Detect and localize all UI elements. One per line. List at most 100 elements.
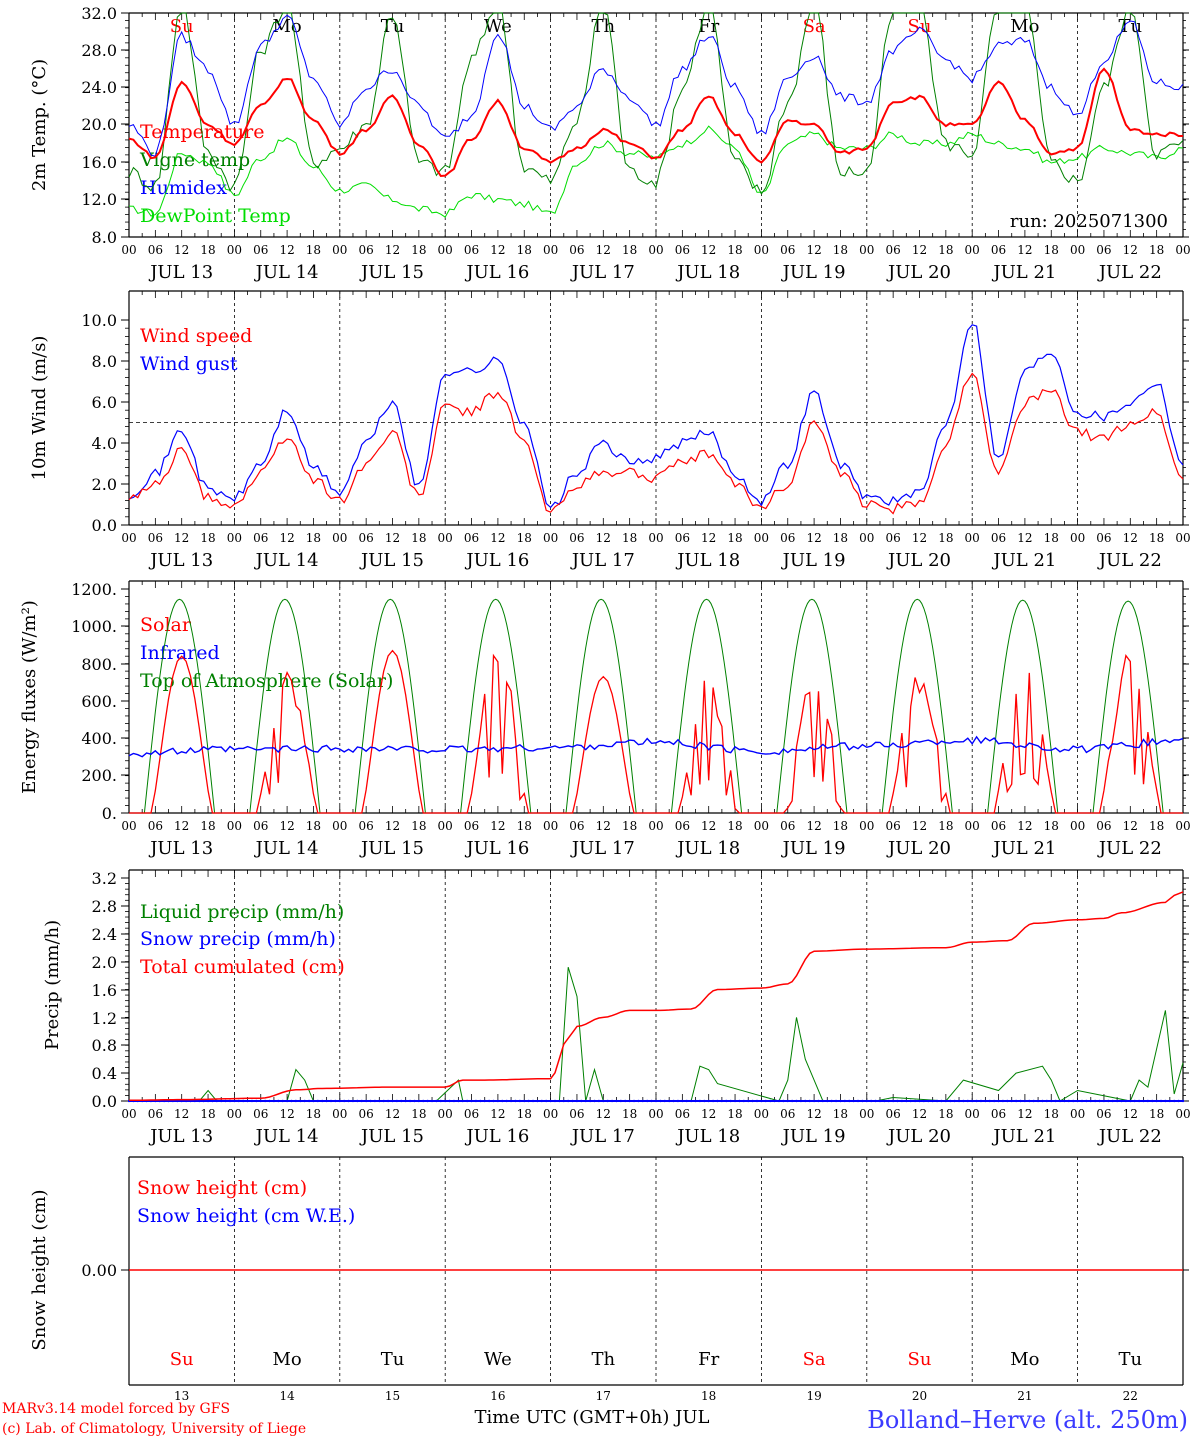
x-hour-tick-label: 00 [754,1107,769,1121]
y-tick-label: 1.2 [92,1009,117,1028]
x-hour-tick-label: 18 [200,1107,215,1121]
x-hour-tick-label: 00 [754,531,769,545]
snow-precip-point [922,1099,926,1103]
snow-precip-point [856,1099,860,1103]
day-of-week-label-bottom: Mo [272,1349,301,1370]
day-of-week-label-top: Mo [272,16,301,37]
snow-precip-point [729,1099,732,1103]
snow-precip-point [1054,1099,1057,1103]
snow-precip-point [448,1099,451,1103]
snow-precip-point [918,1099,921,1103]
snow-precip-point [839,1099,842,1103]
day-number-label: 19 [806,1389,821,1403]
snow-precip-point [584,1099,587,1103]
infrared-line [128,735,1184,758]
snow-precip-point [281,1099,284,1103]
day-number-label: 21 [1017,1389,1032,1403]
snow-precip-point [659,1099,662,1103]
x-hour-tick-label: 18 [938,243,953,257]
x-hour-tick-label: 18 [727,243,742,257]
y-tick-label: 12.0 [81,190,117,209]
x-hour-tick-label: 18 [1149,243,1164,257]
x-date-label: JUL 16 [464,262,529,283]
x-hour-tick-label: 00 [1070,1107,1085,1121]
x-hour-tick-label: 00 [121,531,136,545]
snow-precip-point [1085,1099,1088,1103]
snow-precip-point [220,1099,223,1103]
x-hour-tick-label: 00 [859,1107,874,1121]
wind-series-line [128,324,1184,509]
snow-precip-point [685,1099,688,1103]
snow-precip-point [966,1099,970,1103]
snow-precip-point [180,1099,183,1103]
snow-precip-point [804,1099,807,1103]
panel-3-frame: 00 06 12 18 00 06 12 18 00 06 12 18 00 06 12 18 00 06 12 18… [19,580,1191,859]
snow-precip-point [1137,1099,1141,1103]
x-date-label: JUL 19 [781,1126,846,1147]
snow-precip-point [751,1099,754,1103]
x-hour-tick-label: 00 [332,1107,347,1121]
x-hour-tick-label: 00 [648,819,663,833]
x-hour-tick-label: 12 [912,1107,927,1121]
x-hour-tick-label: 18 [200,243,215,257]
snow-precip-point [1107,1099,1110,1103]
y-tick-label: 800. [81,655,117,674]
y-tick-label: 0.8 [92,1036,117,1055]
snow-precip-point [299,1099,302,1103]
snow-precip-point [259,1099,262,1103]
day-of-week-label-top: Th [591,16,615,37]
temp-series-line [128,12,1184,195]
snow-precip-point [492,1099,495,1103]
x-hour-tick-label: 18 [306,1107,321,1121]
x-hour-tick-label: 06 [253,531,268,545]
x-date-label: JUL 21 [991,1126,1056,1147]
y-tick-label: 32.0 [81,4,117,23]
x-date-label: JUL 19 [781,550,846,571]
snow-precip-point [874,1099,877,1103]
x-hour-tick-label: 12 [912,531,927,545]
snow-precip-point [523,1099,526,1103]
y-tick-label: 8.0 [92,352,117,371]
x-hour-tick-label: 06 [1096,1107,1111,1121]
snow-precip-point [571,1099,574,1103]
x-hour-tick-label: 12 [385,1107,400,1121]
x-hour-tick-label: 18 [411,531,426,545]
x-date-label: JUL 18 [675,550,740,571]
snow-precip-point [228,1099,232,1103]
snow-precip-point [1164,1099,1167,1103]
x-date-label: JUL 13 [148,550,213,571]
x-hour-tick-label: 12 [490,243,505,257]
x-date-label: JUL 21 [991,838,1056,859]
x-hour-tick-label: 06 [148,531,163,545]
snow-precip-point [953,1099,956,1103]
snow-precip-point [988,1099,991,1103]
y-axis-title: Precip (mm/h) [42,920,63,1050]
snow-precip-point [768,1099,772,1103]
snow-precip-point [707,1099,710,1103]
snow-precip-point [470,1099,473,1103]
snow-precip-point [268,1099,271,1103]
snow-precip-point [760,1099,763,1103]
x-hour-tick-label: 18 [727,819,742,833]
x-hour-tick-label: 12 [279,243,294,257]
panel-1-frame: 00 06 12 18 00 06 12 18 00 06 12 18 00 06 12 18 00 06 12 18… [29,4,1191,283]
x-hour-tick-label: 12 [596,1107,611,1121]
x-date-label: JUL 19 [781,838,846,859]
day-number-label: 18 [701,1389,716,1403]
x-hour-tick-label: 12 [385,531,400,545]
snow-precip-point [913,1099,917,1103]
x-hour-tick-label: 12 [1123,243,1138,257]
x-hour-tick-label: 00 [1070,819,1085,833]
snow-precip-point [198,1099,201,1103]
x-hour-tick-label: 18 [833,531,848,545]
x-hour-tick-label: 12 [1017,1107,1032,1121]
x-hour-tick-label: 18 [517,819,532,833]
x-hour-tick-label: 18 [306,819,321,833]
x-date-label: JUL 20 [886,838,951,859]
x-date-label: JUL 20 [886,550,951,571]
x-hour-tick-label: 00 [227,1107,242,1121]
snow-precip-point [935,1099,939,1103]
run-annotation: run: 2025071300 [1010,211,1168,232]
snow-precip-point [536,1099,539,1103]
snow-precip-point [558,1099,561,1103]
